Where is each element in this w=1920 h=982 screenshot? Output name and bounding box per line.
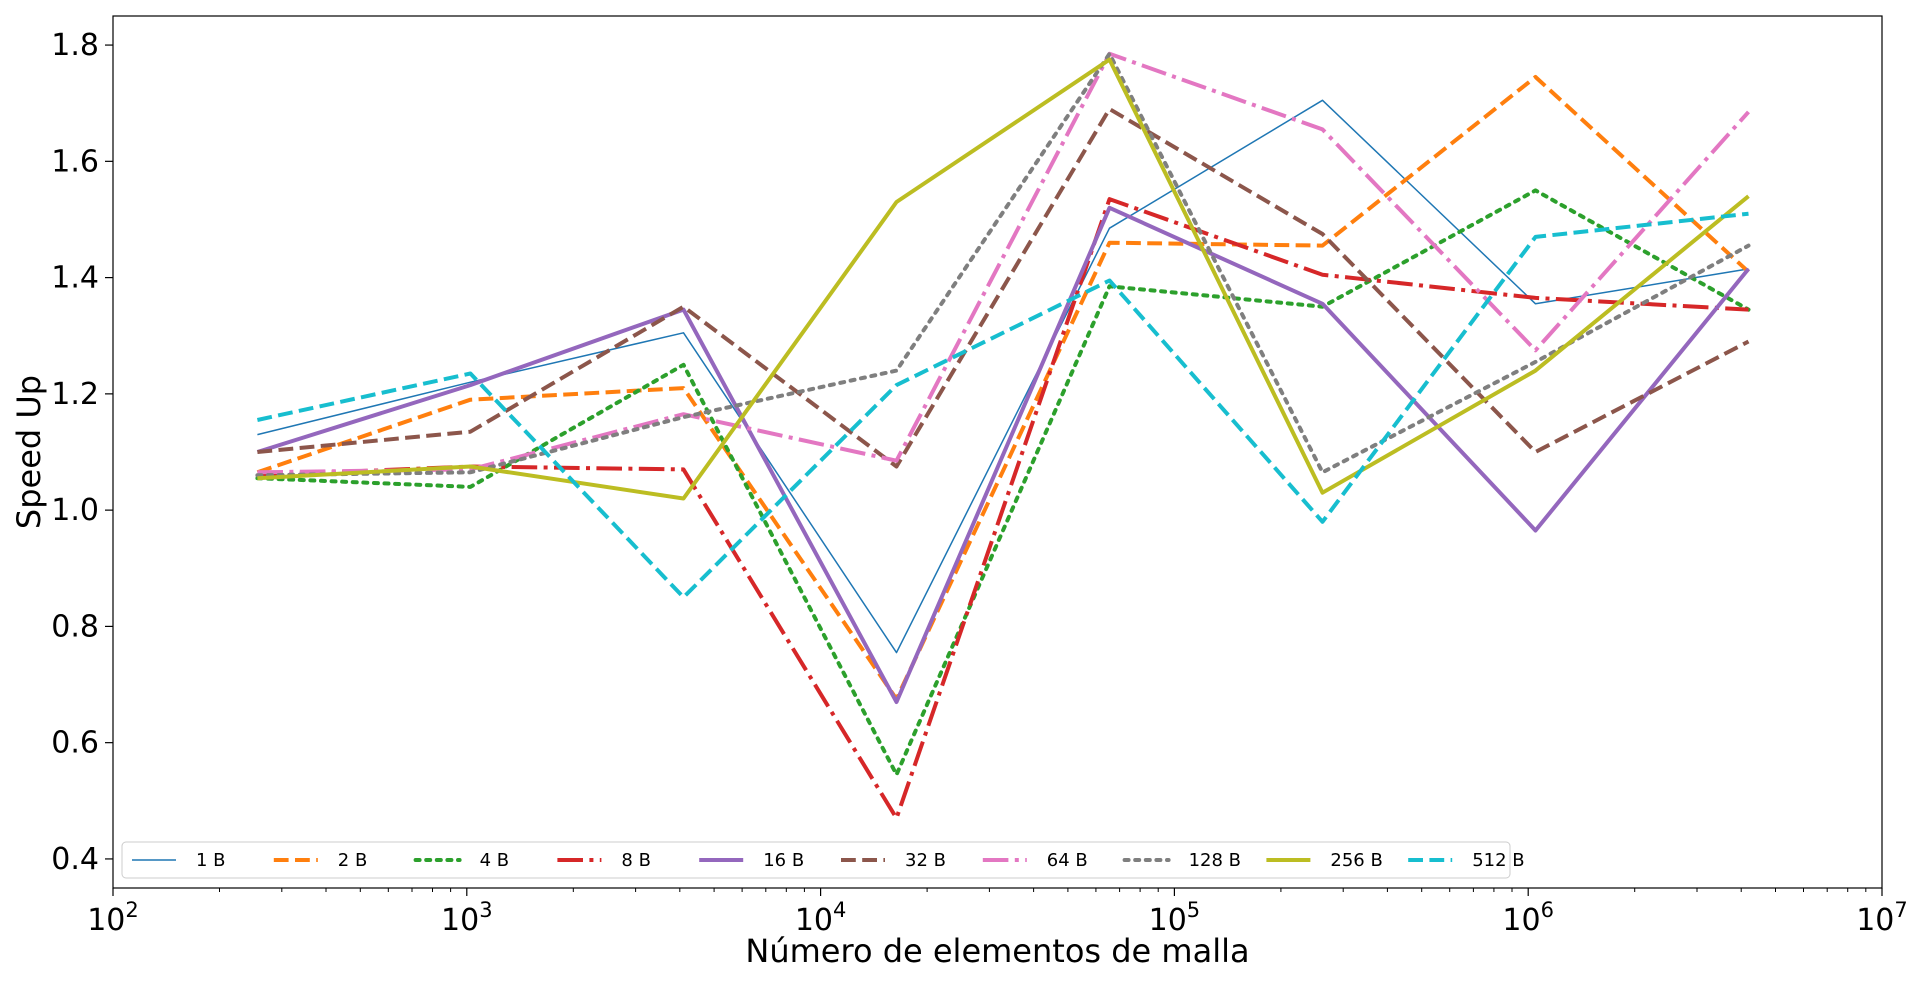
y-tick-label: 0.4	[51, 842, 99, 877]
legend-label: 64 B	[1047, 850, 1088, 871]
legend-label: 4 B	[480, 850, 510, 871]
legend-label: 32 B	[905, 850, 946, 871]
series-line-256b	[257, 57, 1750, 501]
y-tick-label: 0.8	[51, 609, 99, 644]
x-tick-label: 104	[795, 898, 847, 938]
x-tick-label: 105	[1149, 898, 1201, 938]
x-tick-label: 106	[1502, 898, 1554, 938]
y-axis: 0.4 0.6 0.8 1.0 1.2 1.4 1.6 1.8	[51, 28, 113, 877]
legend-box	[121, 841, 1511, 879]
y-tick-label: 1.8	[51, 28, 99, 63]
series-line-64b	[257, 51, 1750, 475]
y-axis-label: Speed Up	[10, 375, 48, 529]
series-line-16b	[256, 205, 1751, 704]
series-layer	[255, 51, 1751, 821]
plot-frame	[112, 15, 1883, 889]
y-tick-label: 1.4	[51, 261, 99, 296]
series-line-128b	[255, 51, 1751, 478]
legend-label: 512 B	[1472, 850, 1524, 871]
series-line-512b	[256, 211, 1749, 600]
y-tick-label: 1.2	[51, 377, 99, 412]
legend-label: 1 B	[196, 850, 226, 871]
series-line-32b	[257, 107, 1750, 469]
x-tick-label: 103	[441, 898, 493, 938]
legend-label: 16 B	[763, 850, 804, 871]
x-tick-label: 107	[1856, 898, 1908, 938]
legend-label: 128 B	[1189, 850, 1241, 871]
legend-label: 256 B	[1330, 850, 1382, 871]
series-line-4b	[255, 188, 1751, 777]
y-tick-label: 0.6	[51, 726, 99, 761]
x-tick-label: 102	[87, 898, 139, 938]
x-axis: 102 103 104 105 106 107	[87, 888, 1908, 938]
series-line-8b	[257, 197, 1749, 821]
series-line-2b	[256, 75, 1750, 702]
y-tick-label: 1.0	[51, 493, 99, 528]
legend-label: 2 B	[338, 850, 368, 871]
y-tick-label: 1.6	[51, 144, 99, 179]
legend: 1 B 2 B 4 B 8 B 16 B 32 B 64 B 128 B 256 B 512 B	[121, 841, 1525, 879]
x-axis-label: Número de elementos de malla	[745, 932, 1249, 970]
legend-label: 8 B	[621, 850, 651, 871]
